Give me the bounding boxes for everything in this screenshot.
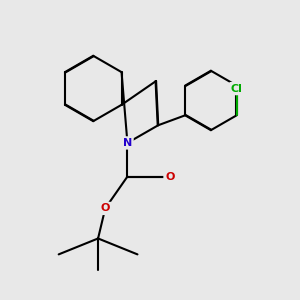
Text: O: O bbox=[165, 172, 174, 182]
Text: Cl: Cl bbox=[231, 84, 243, 94]
Text: O: O bbox=[100, 203, 110, 213]
Text: N: N bbox=[123, 138, 132, 148]
